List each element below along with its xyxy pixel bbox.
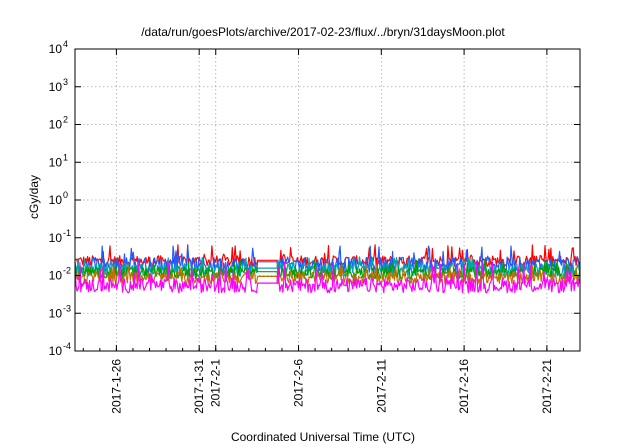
y-tick-exponent: -3 bbox=[63, 303, 71, 313]
y-tick-exponent: 0 bbox=[63, 190, 68, 200]
series-line bbox=[74, 259, 581, 280]
y-tick-label: 10 bbox=[49, 231, 63, 245]
x-tick-label: 2017-1-26 bbox=[109, 359, 123, 414]
y-tick-exponent: -1 bbox=[63, 228, 71, 238]
y-tick-exponent: 2 bbox=[63, 115, 68, 125]
y-tick-exponent: -2 bbox=[63, 266, 71, 276]
y-tick-label: 10 bbox=[49, 80, 63, 94]
x-tick-label: 2017-1-31 bbox=[192, 359, 206, 414]
y-tick-exponent: -4 bbox=[63, 341, 71, 351]
x-tick-label: 2017-2-21 bbox=[540, 359, 554, 414]
x-tick-label: 2017-2-16 bbox=[457, 359, 471, 414]
x-tick-label: 2017-2-6 bbox=[292, 359, 306, 407]
x-tick-label: 2017-2-1 bbox=[209, 359, 223, 407]
x-ticks: 2017-1-26 2017-1-31 2017-2-1 2017-2-6 2017-2… bbox=[82, 49, 581, 414]
y-tick-label: 10 bbox=[49, 269, 63, 283]
x-tick-label: 2017-2-11 bbox=[374, 359, 388, 413]
y-axis-label: cGy/day bbox=[27, 175, 41, 219]
y-tick-label: 10 bbox=[49, 155, 63, 169]
y-tick-label: 10 bbox=[49, 344, 63, 358]
y-tick-label: 10 bbox=[49, 306, 63, 320]
y-tick-exponent: 1 bbox=[63, 152, 68, 162]
y-tick-exponent: 3 bbox=[63, 77, 68, 87]
grid bbox=[75, 49, 580, 351]
x-axis-label: Coordinated Universal Time (UTC) bbox=[231, 430, 415, 444]
chart-title: /data/run/goesPlots/archive/2017-02-23/f… bbox=[141, 25, 505, 39]
y-tick-label: 10 bbox=[49, 118, 63, 132]
series-layer bbox=[74, 244, 581, 294]
y-tick-exponent: 4 bbox=[63, 39, 68, 49]
series-line bbox=[74, 265, 581, 285]
y-tick-label: 10 bbox=[49, 193, 63, 207]
y-tick-label: 10 bbox=[49, 42, 63, 56]
series-line bbox=[74, 262, 581, 294]
